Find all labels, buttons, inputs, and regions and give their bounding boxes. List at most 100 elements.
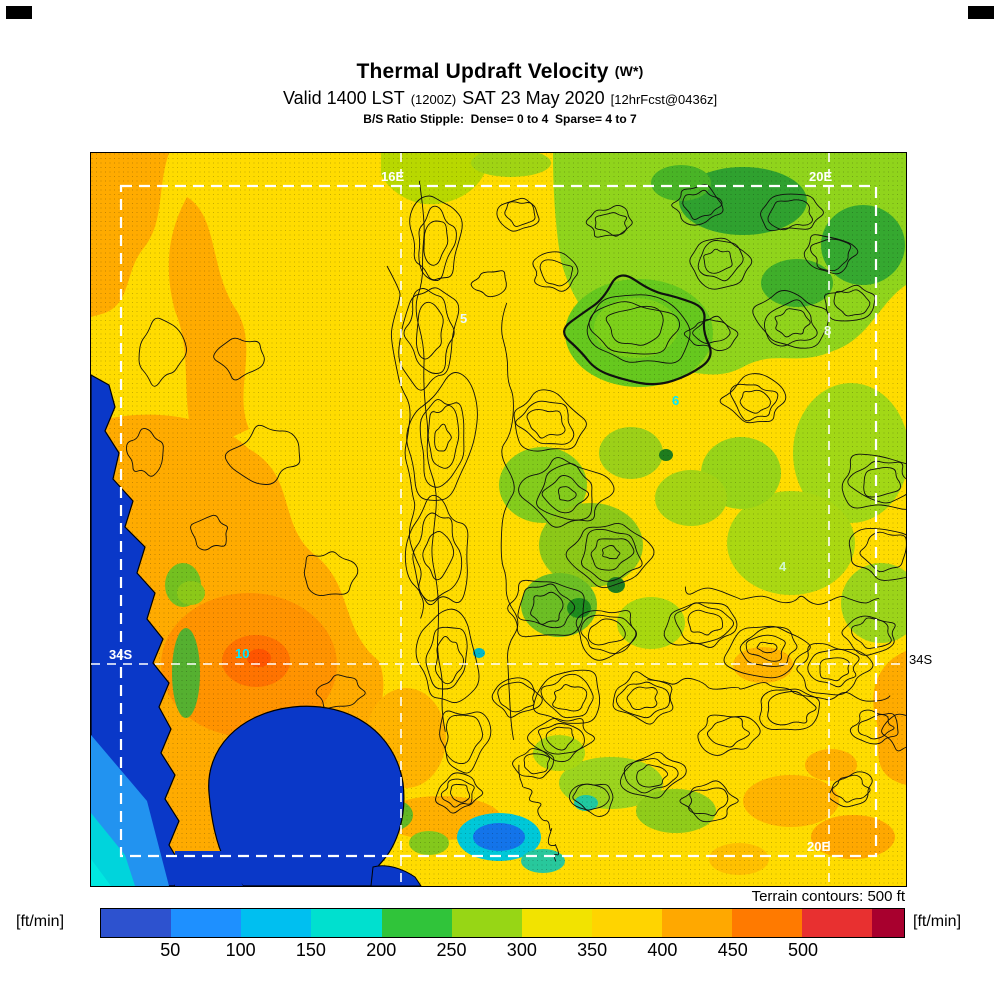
colorbar-tick: 450 [717,940,748,960]
contour-line [594,212,628,237]
contour-line [557,486,577,502]
colorbar-segment [802,909,873,937]
contour-line [552,684,588,712]
valid-date: SAT 23 May 2020 [462,88,605,108]
contour-line [848,527,906,581]
contour-line [767,199,813,231]
colorbar-segment [521,909,592,937]
contour-line [756,641,778,654]
contour-line [590,538,635,571]
contour-line [824,284,876,322]
colorbar-tick: 500 [788,940,819,960]
contour-line [449,783,471,803]
contour-line [213,337,265,381]
contour-line [745,634,786,662]
contour-line [530,591,564,625]
colorbar-segment [591,909,662,937]
colorbar-tick: 250 [436,940,467,960]
contour-line [647,677,891,702]
contour-line [703,248,733,274]
contour-line [759,688,820,731]
contour-line [422,530,455,581]
colorbar-tick: 400 [647,940,678,960]
contour-line [841,615,896,656]
colorbar-segment [662,909,733,937]
colorbar-segment [732,909,803,937]
contour-line [403,288,455,374]
contour-line [425,626,468,690]
contour-line [615,681,671,719]
contour-line [434,423,452,452]
contour-line [126,428,164,477]
contour-line [418,205,457,282]
contour-line [588,301,681,355]
contour-line [752,290,830,349]
lon-label-20e-bottom: 20E [807,839,830,854]
contour-line [190,514,228,551]
chart-title-line: Thermal Updraft Velocity (W*) [0,60,1000,84]
contour-line [663,602,738,648]
contour-line [434,636,464,685]
contour-line [810,238,852,272]
contour-line [859,531,906,573]
colorbar-segment [241,909,312,937]
contour-line [565,523,655,589]
valid-zulu: (1200Z) [410,92,457,107]
colorbar-unit-right: [ft/min] [913,913,962,930]
contour-line [440,778,475,808]
contour-line [697,240,744,282]
contour-line [841,453,906,510]
contour-line [303,551,359,597]
contour-line [533,669,601,724]
colorbar-tick: 100 [225,940,256,960]
contour-line [739,626,798,667]
forecast-map: 16E 20E 34S 20E 5 8 6 4 10 [90,152,907,887]
contour-line [470,270,507,298]
colorbar-segment [451,909,522,937]
colorbar-tick: 200 [366,940,397,960]
lon-label-20e-top: 20E [809,169,832,184]
contour-line [539,259,574,287]
contour-line [612,671,674,725]
contour-line [688,787,729,817]
contour-line [819,657,850,682]
latlon-grid [91,153,906,886]
contour-line [415,180,446,732]
colorbar-tick-labels: 50 100 150 200 250 300 350 400 450 500 [100,940,905,966]
contour-line [563,274,712,386]
contour-line [601,545,621,560]
lat-label-34s-right: 34S [909,652,933,667]
contour-line [636,764,669,788]
contour-line [684,586,880,605]
contour-line [491,677,543,718]
bs-ratio-value-10: 10 [235,646,249,661]
contour-line [409,195,463,281]
colorbar-tick: 300 [506,940,537,960]
colorbar [100,908,905,938]
contour-line [682,189,723,220]
ocean-layer [91,374,422,886]
chart-title: Thermal Updraft Velocity [356,60,609,83]
colorbar-tick: 350 [577,940,608,960]
contour-line [224,424,301,485]
contour-line [500,302,519,740]
contour-line [406,372,478,501]
contour-line [536,463,593,521]
contour-line [386,265,424,619]
chart-header: Thermal Updraft Velocity (W*) Valid 1400… [0,60,1000,126]
colorbar-segment [171,909,242,937]
contour-line [532,251,579,292]
contour-line [774,308,811,338]
valid-prefix: Valid 1400 LST [282,88,405,108]
contour-line [513,389,587,452]
bs-ratio-value-5: 5 [460,311,467,326]
contour-line [807,648,860,688]
colorbar-tick: 150 [295,940,326,960]
contour-line [568,783,614,817]
contour-line [439,710,492,774]
bs-ratio-value-6: 6 [672,393,679,408]
stipple-note: B/S Ratio Stipple: Dense= 0 to 4 Sparse=… [363,112,637,126]
contour-line [419,399,465,488]
contour-line [444,714,483,765]
contour-line [518,764,559,862]
